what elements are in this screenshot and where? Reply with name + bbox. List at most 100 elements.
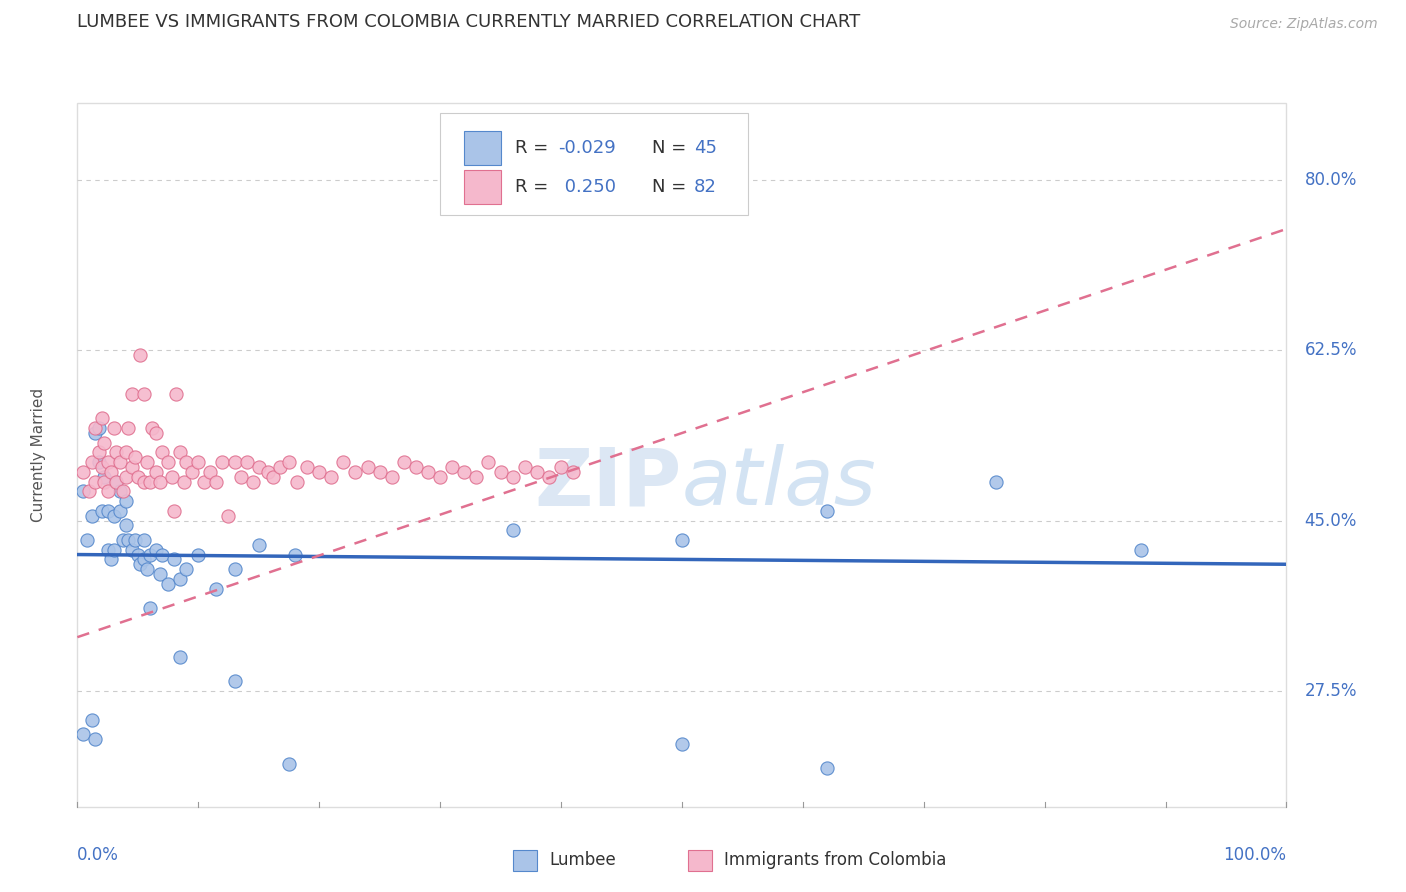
Point [145,542,167,557]
Point [257,465,280,479]
Point [139,601,162,615]
Point [132,475,155,489]
Text: Currently Married: Currently Married [31,388,46,522]
Point [79,484,101,499]
Text: 0.250: 0.250 [558,178,616,196]
Point [93,475,115,489]
Point [157,455,180,469]
Point [100,465,122,479]
Point [105,475,128,489]
Point [187,548,209,562]
Point [174,562,197,576]
Point [205,475,228,489]
Point [105,475,128,489]
Text: 82: 82 [695,178,717,196]
Point [129,558,152,572]
Point [465,470,488,484]
Point [121,460,143,475]
Point [453,465,475,479]
Point [205,582,228,596]
FancyBboxPatch shape [464,131,501,165]
Point [562,465,585,479]
Point [84,475,107,489]
Point [502,523,524,537]
Point [229,470,252,484]
Point [356,460,378,475]
Point [114,494,136,508]
Point [489,465,512,479]
Point [295,460,318,475]
Point [416,465,439,479]
Point [117,421,139,435]
Point [218,508,240,523]
Point [132,387,155,401]
Point [114,518,136,533]
Point [815,504,838,518]
Text: Source: ZipAtlas.com: Source: ZipAtlas.com [1230,17,1378,31]
Point [93,470,115,484]
Point [278,455,301,469]
Point [287,475,309,489]
Text: R =: R = [515,139,554,157]
Text: N =: N = [652,139,692,157]
Point [200,465,222,479]
Text: 100.0%: 100.0% [1223,846,1286,864]
Point [103,421,125,435]
Point [124,533,146,547]
Point [284,548,307,562]
Point [262,470,284,484]
Point [72,465,94,479]
Point [124,450,146,465]
Text: R =: R = [515,178,554,196]
Point [163,504,186,518]
Point [513,460,536,475]
Point [242,475,264,489]
Point [103,508,125,523]
FancyBboxPatch shape [513,849,537,871]
Point [235,455,257,469]
Point [392,455,415,469]
Point [166,387,188,401]
Point [139,475,162,489]
Point [90,504,112,518]
Point [90,460,112,475]
Point [381,470,404,484]
Point [148,566,170,581]
Point [160,470,183,484]
Text: 0.0%: 0.0% [77,846,120,864]
Point [163,552,186,566]
Point [211,455,233,469]
Text: 45: 45 [695,139,717,157]
Point [181,465,204,479]
Point [169,649,191,664]
Point [278,756,301,771]
FancyBboxPatch shape [440,113,748,215]
Point [193,475,215,489]
Point [72,484,94,499]
Point [105,445,128,459]
Point [441,460,464,475]
Point [148,475,170,489]
Point [108,455,131,469]
Point [526,465,548,479]
Point [224,455,246,469]
Point [247,538,270,552]
Point [173,475,195,489]
Point [986,475,1008,489]
Point [100,552,122,566]
Point [157,576,180,591]
Point [84,421,107,435]
Point [169,572,191,586]
Text: ZIP: ZIP [534,444,682,522]
Point [96,542,118,557]
Point [815,761,838,775]
Point [127,470,149,484]
Point [150,445,173,459]
Point [96,455,118,469]
Point [76,533,98,547]
Text: 80.0%: 80.0% [1305,171,1357,189]
Point [72,727,94,741]
Point [132,552,155,566]
Text: LUMBEE VS IMMIGRANTS FROM COLOMBIA CURRENTLY MARRIED CORRELATION CHART: LUMBEE VS IMMIGRANTS FROM COLOMBIA CURRE… [77,13,860,31]
Point [84,732,107,747]
